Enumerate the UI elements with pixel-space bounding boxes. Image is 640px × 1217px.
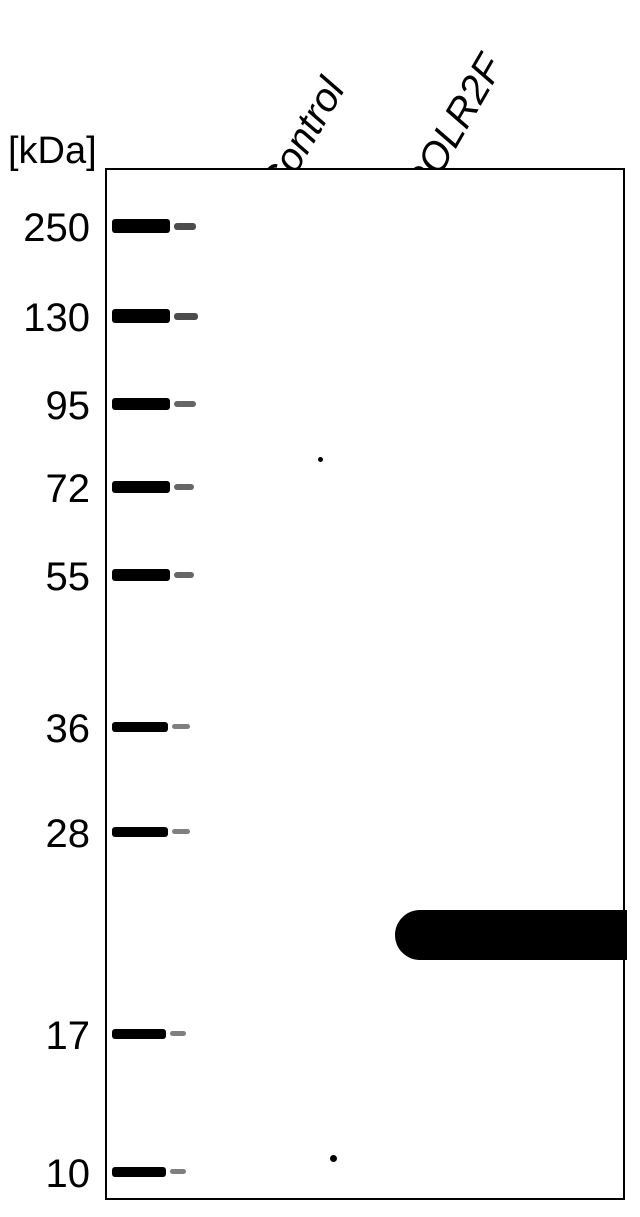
marker-label-10: 10: [0, 1152, 90, 1197]
ladder-band-28-sub: [172, 829, 190, 834]
ladder-band-10: [112, 1167, 166, 1177]
blot-membrane-frame: [105, 168, 625, 1200]
polr2f-signal-band: [395, 910, 627, 960]
ladder-band-95: [112, 398, 170, 410]
marker-label-130: 130: [0, 296, 90, 341]
ladder-band-55-sub: [174, 572, 194, 578]
ladder-band-72: [112, 481, 170, 493]
ladder-band-17: [112, 1029, 166, 1039]
artifact-speck: [330, 1155, 337, 1162]
ladder-band-55: [112, 569, 170, 581]
ladder-band-95-sub: [174, 401, 196, 407]
ladder-band-17-sub: [170, 1031, 186, 1036]
artifact-speck: [318, 457, 323, 462]
marker-label-95: 95: [0, 384, 90, 429]
ladder-band-28: [112, 827, 168, 837]
ladder-band-72-sub: [174, 484, 194, 490]
marker-label-72: 72: [0, 467, 90, 512]
marker-label-28: 28: [0, 812, 90, 857]
ladder-band-250: [112, 219, 170, 233]
ladder-band-36: [112, 722, 168, 732]
ladder-band-130-sub: [174, 313, 198, 320]
kda-axis-title: [kDa]: [8, 130, 97, 173]
marker-label-36: 36: [0, 707, 90, 752]
marker-label-17: 17: [0, 1014, 90, 1059]
ladder-band-10-sub: [170, 1169, 186, 1174]
western-blot-figure: [kDa] Control POLR2F 250 130 95 72 55 36…: [0, 0, 640, 1217]
ladder-band-250-sub: [174, 223, 196, 230]
marker-label-55: 55: [0, 555, 90, 600]
ladder-band-130: [112, 309, 170, 323]
ladder-band-36-sub: [172, 724, 190, 729]
marker-label-250: 250: [0, 206, 90, 251]
